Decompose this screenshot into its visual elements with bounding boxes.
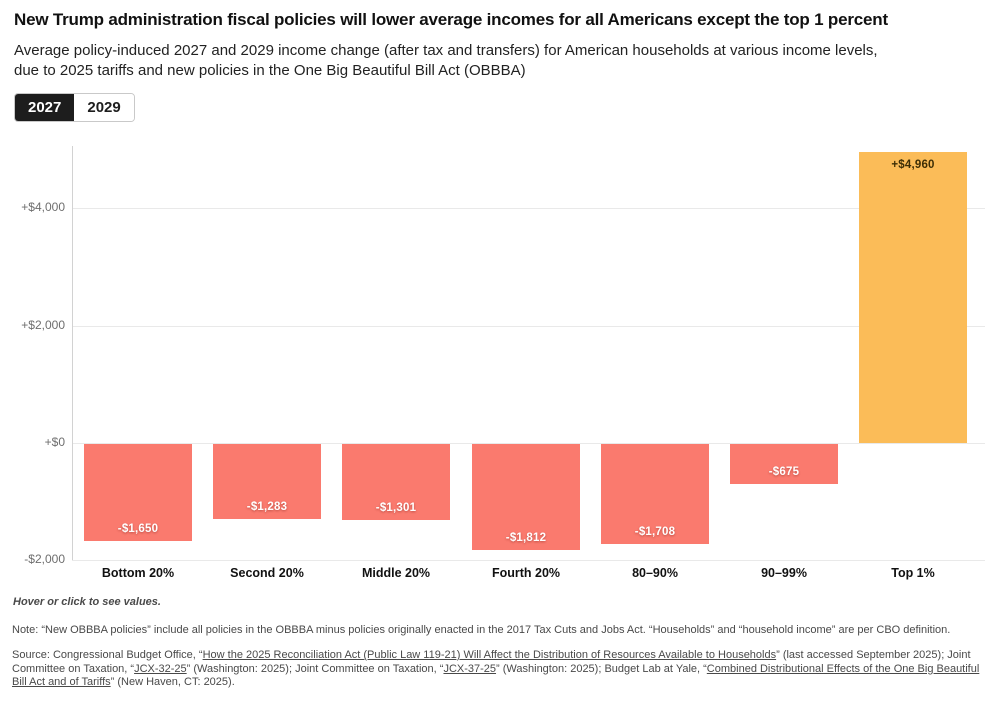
source-segment: ” (Washington: 2025); Joint Committee on… xyxy=(186,662,444,675)
y-axis-tick-label: +$4,000 xyxy=(21,200,65,214)
gridline xyxy=(72,560,985,561)
y-axis-line xyxy=(72,146,73,560)
bar-value-label: -$675 xyxy=(768,466,800,478)
tab-2027[interactable]: 2027 xyxy=(15,94,75,121)
x-axis-label-fourth-20: Fourth 20% xyxy=(491,566,561,580)
bar-value-label: +$4,960 xyxy=(891,159,935,171)
source-segment: ” (New Haven, CT: 2025). xyxy=(110,676,235,688)
bar-middle-20[interactable]: -$1,301 xyxy=(342,444,450,520)
x-axis-label-middle-20: Middle 20% xyxy=(361,566,431,580)
source-segment: Source: Congressional Budget Office, “ xyxy=(12,649,203,661)
bar-chart: +$4,000 +$2,000 +$0 -$2,000 -$1,650 Bottom 20… xyxy=(0,140,1000,592)
bar-value-label: -$1,650 xyxy=(117,523,159,535)
bar-second-20[interactable]: -$1,283 xyxy=(213,444,321,519)
tab-2029[interactable]: 2029 xyxy=(74,94,134,121)
bar-top-1[interactable]: +$4,960 xyxy=(859,152,967,443)
bar-value-label: -$1,708 xyxy=(634,526,676,538)
source-link-cbo-report[interactable]: How the 2025 Reconciliation Act (Public … xyxy=(202,649,777,661)
bar-fourth-20[interactable]: -$1,812 xyxy=(472,444,580,550)
bar-value-label: -$1,283 xyxy=(246,501,288,513)
bar-90-99[interactable]: -$675 xyxy=(730,444,838,484)
bar-80-90[interactable]: -$1,708 xyxy=(601,444,709,544)
hover-hint: Hover or click to see values. xyxy=(13,596,161,608)
x-axis-label-bottom-20: Bottom 20% xyxy=(101,566,175,580)
chart-note: Note: “New OBBBA policies” include all p… xyxy=(12,624,951,636)
x-axis-label-90-99: 90–99% xyxy=(761,566,807,580)
source-text: Source: Congressional Budget Office, “Ho… xyxy=(12,649,988,690)
gridline xyxy=(72,208,985,209)
subtitle-line-1: Average policy-induced 2027 and 2029 inc… xyxy=(14,42,878,59)
page-title: New Trump administration fiscal policies… xyxy=(14,10,888,29)
source-link-jcx-32-25[interactable]: JCX-32-25 xyxy=(134,662,187,675)
bar-bottom-20[interactable]: -$1,650 xyxy=(84,444,192,541)
source-link-jcx-37-25[interactable]: JCX-37-25 xyxy=(443,662,497,675)
source-segment: ” (last accessed September 2025); Joint … xyxy=(12,649,971,675)
source-link-budget-lab[interactable]: Combined Distributional Effects of the O… xyxy=(12,662,980,689)
x-axis-label-second-20: Second 20% xyxy=(230,566,304,580)
gridline xyxy=(72,443,985,444)
y-axis-tick-label: +$0 xyxy=(44,435,65,449)
x-axis-label-80-90: 80–90% xyxy=(632,566,678,580)
y-axis-tick-label: -$2,000 xyxy=(24,552,65,566)
bar-value-label: -$1,812 xyxy=(505,532,547,544)
x-axis-label-top-1: Top 1% xyxy=(891,566,935,580)
source-segment: ” (Washington: 2025); Budget Lab at Yale… xyxy=(496,662,707,675)
subtitle-line-2: due to 2025 tariffs and new policies in … xyxy=(14,62,526,79)
year-toggle: 2027 2029 xyxy=(14,93,135,122)
y-axis-tick-label: +$2,000 xyxy=(21,318,65,332)
bar-value-label: -$1,301 xyxy=(375,502,417,514)
gridline xyxy=(72,326,985,327)
